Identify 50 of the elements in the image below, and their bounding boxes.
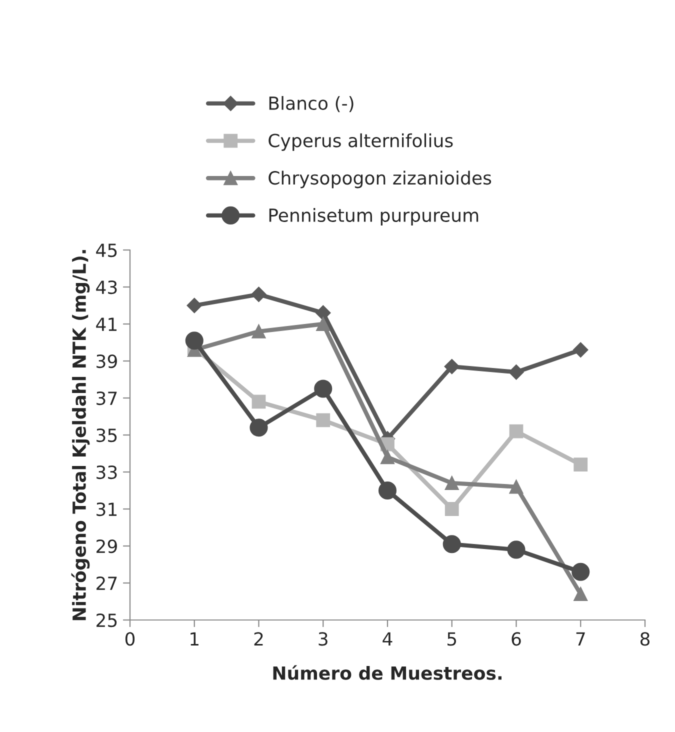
y-tick-label: 41 — [96, 318, 117, 331]
y-tick-label: 37 — [96, 391, 117, 406]
x-tick-label: 4 — [382, 632, 392, 646]
point — [444, 358, 460, 374]
point — [442, 535, 461, 554]
y-tick-label: 27 — [96, 576, 117, 590]
point — [509, 480, 524, 494]
x-tick-label: 1 — [190, 632, 198, 646]
point — [186, 298, 202, 314]
y-tick-label: 29 — [96, 539, 117, 554]
y-tick-label: 25 — [96, 613, 117, 628]
x-tick-label: 7 — [576, 632, 585, 646]
point — [316, 305, 331, 320]
y-axis-title: Nitrógeno Total Kjeldahl NTK (mg/L). — [71, 250, 90, 620]
point — [252, 324, 266, 338]
x-tick-label: 5 — [448, 632, 456, 646]
y-tick-label: 43 — [96, 280, 117, 294]
point — [509, 424, 524, 438]
x-tick-label: 2 — [254, 632, 263, 646]
point — [316, 413, 330, 428]
point — [250, 418, 268, 437]
point — [573, 342, 588, 358]
y-tick-label: 39 — [96, 354, 117, 368]
legend-label: Cyperus alternifolius — [268, 133, 453, 151]
legend-label: Pennisetum purpureum — [269, 208, 478, 226]
point — [316, 317, 330, 331]
point — [251, 286, 266, 302]
legend-label: Blanco (-) — [269, 96, 354, 112]
y-tick-label: 31 — [96, 502, 117, 516]
point — [314, 380, 332, 398]
point — [444, 476, 459, 490]
y-tick-label: 35 — [96, 428, 117, 442]
point — [185, 332, 204, 350]
point — [444, 502, 459, 516]
y-tick-label: 33 — [96, 465, 117, 480]
point — [574, 587, 588, 602]
point — [574, 458, 588, 472]
point — [507, 540, 526, 559]
x-axis-title: Número de Muestreos. — [273, 665, 502, 680]
x-tick-label: 3 — [318, 632, 328, 646]
legend-label: Chrysopogon zizanioides — [268, 170, 492, 188]
point — [508, 364, 524, 380]
x-tick-label: 6 — [512, 632, 521, 646]
x-tick-label: 0 — [125, 632, 135, 646]
y-tick-label: 45 — [96, 244, 117, 258]
point — [380, 450, 394, 464]
point — [572, 562, 590, 581]
point — [378, 481, 397, 500]
point — [252, 394, 266, 409]
x-tick-label: 8 — [640, 632, 650, 646]
